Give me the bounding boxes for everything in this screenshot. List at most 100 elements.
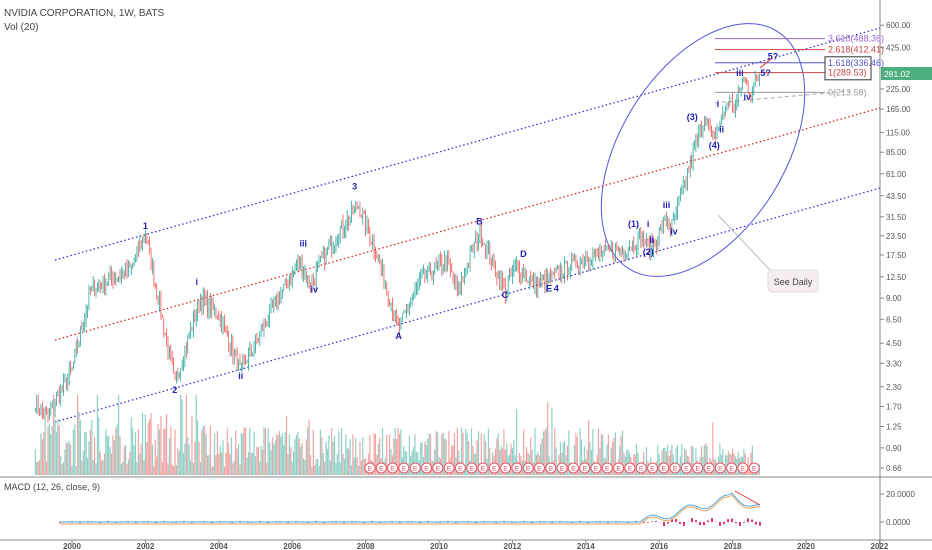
- price-tick-label: 17.50: [886, 251, 907, 260]
- time-tick-label: 2022: [871, 542, 889, 550]
- earnings-marker: [466, 462, 478, 474]
- earnings-marker: [454, 462, 466, 474]
- symbol-title: NVIDIA CORPORATION, 1W, BATS: [4, 8, 165, 19]
- fib-label-box: [824, 56, 872, 81]
- earnings-marker: [534, 462, 545, 474]
- earnings-marker: [647, 462, 658, 474]
- wave-label: C: [502, 290, 509, 300]
- wave-label: ii: [649, 235, 654, 245]
- earnings-marker-label: E: [650, 466, 655, 473]
- macd-tick-label: 20.0000: [886, 490, 915, 499]
- earnings-marker: [556, 462, 568, 474]
- fib-level-label: 3.618(488.36): [828, 34, 884, 44]
- wave-label: B: [476, 216, 483, 226]
- wave-label: iv: [310, 285, 318, 295]
- earnings-marker-label: E: [616, 466, 621, 473]
- earnings-marker-label: E: [458, 466, 463, 473]
- trend-dashed-line: [714, 90, 851, 104]
- earnings-marker: [714, 462, 726, 474]
- wave-label: 5?: [768, 51, 779, 61]
- earnings-marker-label: E: [515, 466, 520, 473]
- earnings-marker: [364, 462, 376, 474]
- earnings-marker-label: E: [447, 466, 452, 473]
- price-tick-label: 0.66: [886, 464, 902, 473]
- macd-divergence-arrow: [734, 490, 761, 506]
- earnings-marker: [669, 462, 681, 474]
- wave-label: ii: [238, 371, 243, 381]
- time-tick-label: 2008: [357, 542, 375, 550]
- wave-label: 1: [143, 221, 148, 231]
- earnings-marker: [658, 462, 670, 474]
- signal-line: [60, 494, 761, 525]
- earnings-marker-label: E: [390, 466, 395, 473]
- earnings-marker-label: E: [673, 466, 678, 473]
- wave-label: 2: [172, 385, 177, 395]
- wave-label: i: [717, 99, 720, 109]
- macd-line: [60, 492, 761, 523]
- earnings-marker: [579, 462, 591, 474]
- wave-ellipse: [600, 23, 806, 277]
- earnings-marker: [703, 462, 715, 474]
- wave-label: iv: [744, 92, 752, 102]
- wave-label: (1): [628, 219, 639, 229]
- target-arrow: [759, 57, 773, 69]
- earnings-marker: [692, 462, 704, 474]
- earnings-marker: [601, 462, 613, 474]
- earnings-marker: [590, 462, 602, 474]
- wave-label: iii: [299, 238, 307, 248]
- earnings-marker: [635, 462, 647, 474]
- wave-label: E: [546, 283, 552, 293]
- time-tick-label: 2020: [797, 542, 815, 550]
- earnings-marker-label: E: [503, 466, 508, 473]
- fib-level-label: 2.618(412.41): [828, 45, 884, 55]
- last-price-label: 281.02: [884, 69, 910, 79]
- earnings-marker: [624, 462, 636, 474]
- earnings-marker-label: E: [752, 466, 757, 473]
- earnings-marker: [737, 462, 749, 474]
- time-tick-label: 2012: [504, 542, 522, 550]
- earnings-marker-label: E: [492, 466, 497, 473]
- price-tick-label: 600.00: [886, 21, 911, 30]
- wave-label: iii: [663, 200, 671, 210]
- earnings-marker: [421, 462, 432, 474]
- time-tick-label: 2010: [430, 542, 448, 550]
- earnings-marker-label: E: [435, 466, 440, 473]
- price-tick-label: 43.50: [886, 192, 907, 201]
- earnings-marker: [443, 462, 455, 474]
- macd-legend: MACD (12, 26, close, 9): [4, 482, 101, 492]
- fib-level-label: 0(213.58): [828, 87, 867, 97]
- earnings-marker-label: E: [526, 466, 531, 473]
- earnings-marker: [726, 462, 738, 474]
- price-tick-label: 115.00: [886, 129, 910, 138]
- wave-label: 4: [554, 283, 559, 293]
- earnings-marker-label: E: [560, 466, 565, 473]
- earnings-marker-label: E: [537, 466, 542, 473]
- price-tick-label: 9.00: [886, 294, 902, 303]
- wave-label: 3: [352, 181, 357, 191]
- price-tick-label: 23.50: [886, 232, 907, 241]
- earnings-marker-label: E: [469, 466, 474, 473]
- time-tick-label: 2004: [210, 542, 228, 550]
- earnings-marker: [613, 462, 625, 474]
- earnings-marker: [500, 462, 512, 474]
- earnings-marker-label: E: [605, 466, 610, 473]
- price-tick-label: 4.50: [886, 339, 902, 348]
- earnings-marker: [375, 462, 387, 474]
- wave-label: A: [395, 331, 402, 341]
- price-tick-label: 12.50: [886, 273, 907, 282]
- earnings-marker: [748, 462, 760, 474]
- time-tick-label: 2014: [577, 542, 595, 550]
- time-tick-label: 2000: [63, 542, 81, 550]
- fib-level-label: 1.618(336.46): [828, 58, 884, 68]
- price-tick-label: 31.50: [886, 213, 907, 222]
- earnings-marker-label: E: [628, 466, 633, 473]
- earnings-marker-label: E: [379, 466, 384, 473]
- price-tick-label: 2.30: [886, 383, 902, 392]
- earnings-marker-label: E: [684, 466, 689, 473]
- price-tick-label: 3.30: [886, 359, 902, 368]
- price-tick-label: 425.00: [886, 44, 911, 53]
- earnings-marker-label: E: [639, 466, 644, 473]
- price-tick-label: 1.70: [886, 403, 902, 412]
- fib-level-label: 1(289.53): [828, 68, 867, 78]
